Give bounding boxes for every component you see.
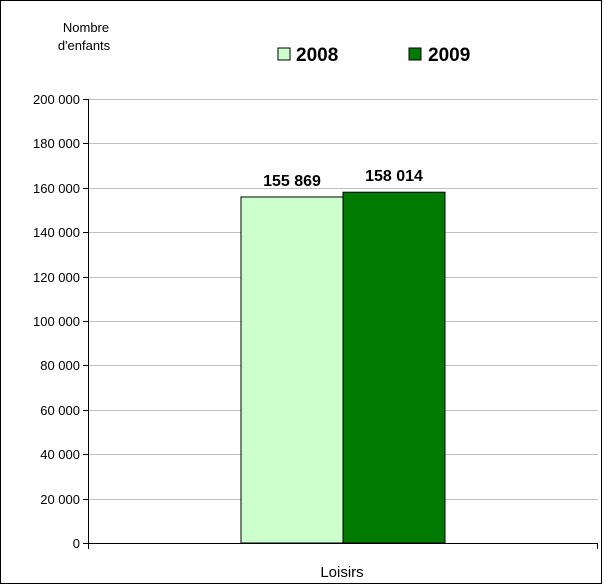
data-labels: 155 869 158 014: [263, 168, 423, 190]
bar-2008: [240, 196, 344, 544]
y-tick-label: 40 000: [40, 447, 80, 462]
y-tick-label: 180 000: [33, 136, 80, 151]
y-tick-label: 20 000: [40, 492, 80, 507]
category-label: Loisirs: [320, 564, 363, 581]
bars: [240, 191, 446, 544]
y-tick-label: 80 000: [40, 358, 80, 373]
y-tick-label: 120 000: [33, 270, 80, 285]
legend-swatch-2008: [277, 47, 291, 61]
y-axis-label-line1: Nombre: [63, 20, 109, 35]
data-label-2008: 155 869: [263, 173, 321, 190]
legend-swatch-2009: [408, 47, 422, 61]
axes: [88, 99, 598, 549]
y-tick-label: 200 000: [33, 92, 80, 107]
y-tick-label: 160 000: [33, 181, 80, 196]
y-ticks: 0 20 000 40 000 60 000 80 000 100 000 120 000 1…: [33, 92, 88, 551]
legend-label-2009: 2009: [428, 45, 470, 66]
data-label-2009: 158 014: [365, 168, 423, 185]
legend: 2008 2009: [277, 45, 470, 66]
y-tick-label: 60 000: [40, 403, 80, 418]
y-tick-label: 140 000: [33, 225, 80, 240]
y-tick-label: 0: [73, 536, 80, 551]
gridlines: [88, 99, 598, 500]
y-tick-label: 100 000: [33, 314, 80, 329]
legend-label-2008: 2008: [296, 45, 338, 66]
y-axis-label-line2: d'enfants: [58, 38, 111, 53]
bar-2009: [342, 191, 446, 544]
